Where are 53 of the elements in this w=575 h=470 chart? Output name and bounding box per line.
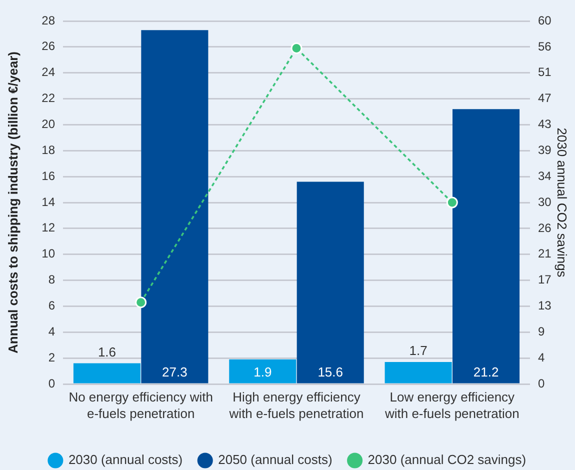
- bar: [452, 109, 520, 384]
- x-tick-label: Low energy efficiency with e-fuels penetration: [384, 390, 520, 421]
- y-tick-label: 20: [42, 117, 56, 132]
- bar: [384, 362, 452, 384]
- y2-axis-title: 2030 annual CO2 savings: [554, 128, 570, 278]
- y2-tick-label: 30: [538, 194, 552, 209]
- y-tick-label: 16: [42, 168, 56, 183]
- y2-tick-label: 56: [538, 39, 552, 54]
- data-label: 15.6: [318, 364, 344, 380]
- point: [135, 296, 147, 308]
- point: [290, 42, 302, 54]
- bar: [141, 30, 208, 384]
- y2-tick-label: 43: [538, 117, 552, 132]
- y2-tick-label: 9: [538, 324, 545, 338]
- y-tick-label: 4: [48, 324, 56, 338]
- y2-tick-label: 26: [538, 220, 552, 235]
- y2-tick-label: 51: [538, 65, 552, 80]
- y2-tick-label: 17: [538, 272, 552, 287]
- legend-label: 2030 (annual costs): [68, 452, 183, 468]
- legend-label: 2050 (annual costs): [218, 452, 332, 468]
- x-tick-label: No energy efficiency with e-fuels penetration: [68, 390, 213, 421]
- x-tick-label: High energy efficiency with e-fuels penetration: [228, 390, 364, 421]
- y-tick-label: 6: [48, 298, 56, 313]
- legend-label: 2030 (annual CO2 savings): [368, 452, 526, 468]
- y-tick-label: 18: [42, 142, 56, 157]
- y2-tick-label: 39: [538, 142, 552, 157]
- y-tick-label: 2: [48, 350, 56, 364]
- data-label: 1.6: [98, 344, 116, 360]
- y-tick-label: 28: [42, 13, 56, 28]
- y-tick-label: 10: [42, 246, 56, 261]
- y2-tick-label: 60: [538, 13, 552, 28]
- y-tick-label: 14: [42, 194, 56, 209]
- bar: [73, 363, 140, 384]
- data-label: 21.2: [473, 364, 499, 380]
- data-label: 1.7: [409, 343, 428, 358]
- y-tick-label: 8: [48, 272, 56, 287]
- y-axis-title: Annual costs to shipping industry (billion €/year): [5, 52, 20, 354]
- point: [446, 196, 458, 208]
- y-tick-label: 12: [42, 220, 56, 235]
- y2-tick-label: 4: [538, 350, 545, 364]
- bar: [296, 182, 364, 384]
- y2-tick-label: 34: [538, 168, 552, 183]
- y2-tick-label: 47: [538, 91, 552, 106]
- data-label: 1.9: [254, 364, 272, 380]
- y2-tick-label: 13: [538, 298, 552, 313]
- data-label: 27.3: [162, 364, 188, 380]
- y2-tick-label: 21: [538, 246, 552, 261]
- y-tick-label: 22: [42, 91, 56, 106]
- y-tick-label: 26: [42, 39, 56, 54]
- y-tick-label: 0: [48, 376, 56, 390]
- bar: [229, 359, 296, 384]
- y2-tick-label: 0: [538, 376, 545, 390]
- y-tick-label: 24: [42, 65, 56, 80]
